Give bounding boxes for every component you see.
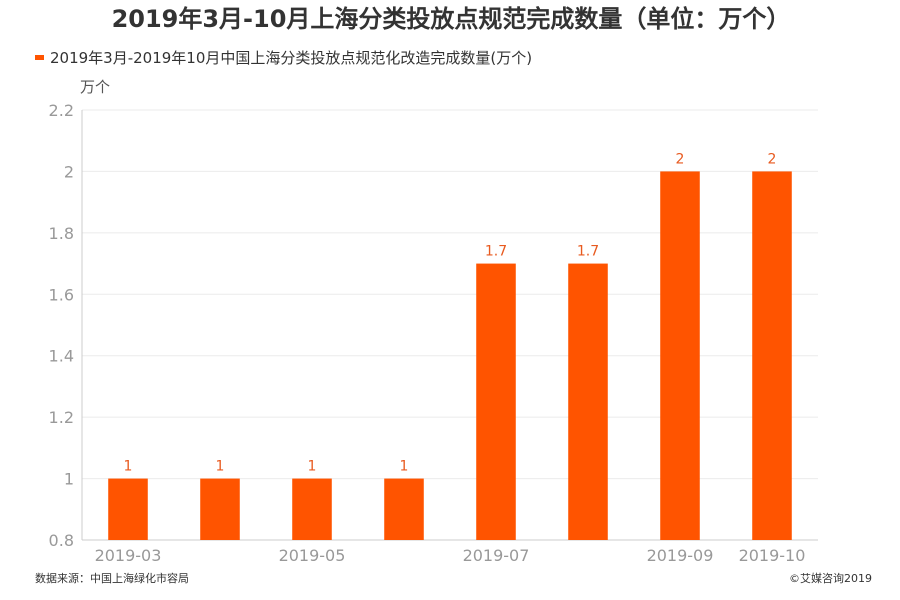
x-tick-label: 2019-03 <box>95 546 162 565</box>
bar-2019-09 <box>660 171 700 540</box>
data-label-2019-07: 1.7 <box>485 244 507 260</box>
chart-title: 2019年3月-10月上海分类投放点规范完成数量（单位：万个） <box>112 5 791 33</box>
data-label-2019-08: 1.7 <box>577 244 599 260</box>
source-note: 数据来源：中国上海绿化市容局 <box>35 571 189 585</box>
y-tick-label: 2 <box>64 162 74 181</box>
x-tick-label: 2019-10 <box>739 546 806 565</box>
legend-label: 2019年3月-2019年10月中国上海分类投放点规范化改造完成数量(万个) <box>50 49 532 67</box>
bars <box>108 171 792 540</box>
bar-2019-06 <box>384 478 424 540</box>
y-tick-label: 1.2 <box>49 408 74 427</box>
bar-2019-05 <box>292 478 332 540</box>
bar-2019-10 <box>752 171 792 540</box>
bar-2019-07 <box>476 263 516 540</box>
legend-swatch <box>35 55 44 60</box>
data-label-2019-10: 2 <box>768 151 777 167</box>
y-tick-label: 1.8 <box>49 224 74 243</box>
grid-lines <box>81 109 818 541</box>
bar-2019-03 <box>108 478 148 540</box>
y-tick-label: 1.6 <box>49 285 74 304</box>
x-tick-label: 2019-07 <box>463 546 530 565</box>
data-labels: 1 1 1 1 1.7 1.7 2 2 <box>124 151 777 474</box>
copyright-note: ©艾媒咨询2019 <box>789 571 872 585</box>
x-tick-label: 2019-05 <box>279 546 346 565</box>
y-axis-unit-label: 万个 <box>80 78 110 96</box>
legend: 2019年3月-2019年10月中国上海分类投放点规范化改造完成数量(万个) <box>35 49 532 67</box>
y-tick-label: 0.8 <box>49 531 74 550</box>
y-tick-label: 2.2 <box>49 101 74 120</box>
data-label-2019-04: 1 <box>216 459 225 475</box>
data-label-2019-06: 1 <box>400 459 409 475</box>
data-label-2019-05: 1 <box>308 459 317 475</box>
data-label-2019-03: 1 <box>124 459 133 475</box>
x-tick-label: 2019-09 <box>647 546 714 565</box>
y-tick-label: 1 <box>64 470 74 489</box>
bar-2019-04 <box>200 478 240 540</box>
data-label-2019-09: 2 <box>676 151 685 167</box>
bar-2019-08 <box>568 263 608 540</box>
x-axis-ticks: 2019-03 2019-05 2019-07 2019-09 2019-10 <box>95 546 806 565</box>
y-tick-label: 1.4 <box>49 347 74 366</box>
y-axis-ticks: 0.8 1 1.2 1.4 1.6 1.8 2 2.2 <box>49 101 74 550</box>
